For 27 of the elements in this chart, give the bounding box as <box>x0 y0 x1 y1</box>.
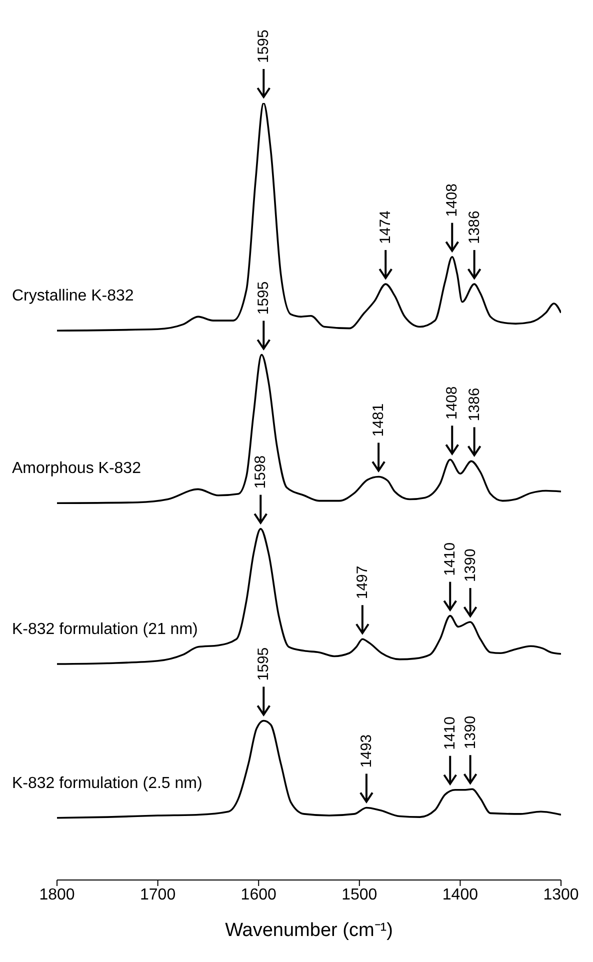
annotation: 1408 <box>444 386 461 420</box>
annotation: 1595 <box>255 30 272 63</box>
x-tick-label: 1300 <box>543 886 579 904</box>
x-tick-label: 1500 <box>342 886 378 904</box>
annotation: 1390 <box>462 548 479 582</box>
annotation: 1497 <box>354 566 371 600</box>
annotation: 1410 <box>442 542 459 576</box>
annotation: 1390 <box>462 716 479 750</box>
x-tick-label: 1400 <box>442 886 478 904</box>
x-tick-label: 1800 <box>39 886 75 904</box>
x-tick-label: 1600 <box>240 886 276 904</box>
annotation: 1410 <box>442 716 459 750</box>
annotation: 1595 <box>255 281 272 315</box>
annotation: 1481 <box>370 403 388 437</box>
annotation: 1386 <box>466 210 483 244</box>
x-axis-title: Wavenumber (cm⁻¹) <box>225 920 393 941</box>
annotation: 1408 <box>444 183 461 217</box>
x-tick-label: 1700 <box>140 886 176 904</box>
annotation: 1493 <box>358 734 375 768</box>
series-label: Amorphous K-832 <box>12 460 142 478</box>
series-label: K-832 formulation (21 nm) <box>12 620 198 638</box>
series-label: K-832 formulation (2.5 nm) <box>12 774 202 792</box>
annotation: 1595 <box>255 647 272 681</box>
series-label: Crystalline K-832 <box>12 288 134 305</box>
annotation: 1386 <box>466 388 483 422</box>
annotation: 1598 <box>252 455 270 489</box>
annotation: 1474 <box>377 210 394 244</box>
